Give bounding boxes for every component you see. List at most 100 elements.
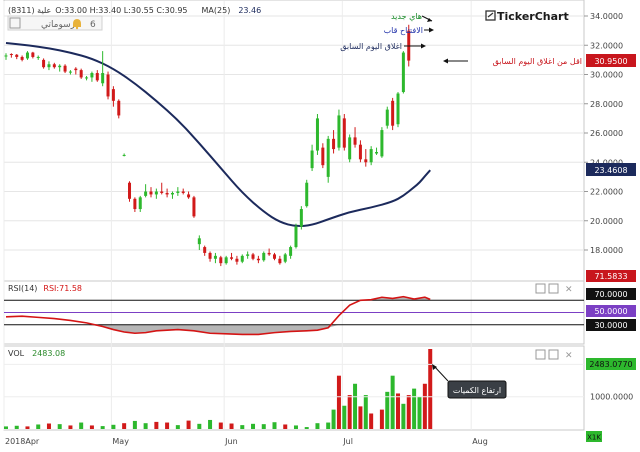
ma-price-badge: 23.4608 xyxy=(586,163,636,176)
volume-bar xyxy=(283,424,288,429)
candle xyxy=(52,62,56,69)
candle xyxy=(176,187,180,196)
candle xyxy=(36,55,40,60)
volume-bar xyxy=(304,427,309,429)
candle xyxy=(154,188,158,199)
vol-tick-label: 1000.0000 xyxy=(590,393,633,402)
candle xyxy=(256,255,260,264)
candle xyxy=(90,71,94,82)
candle xyxy=(117,99,121,119)
volume-bar xyxy=(57,424,62,429)
candle xyxy=(106,71,110,100)
candle xyxy=(278,255,282,265)
candle xyxy=(401,51,405,94)
candle xyxy=(321,143,325,169)
checkbox-icon xyxy=(9,17,21,29)
candle xyxy=(219,255,223,267)
candle xyxy=(9,53,13,58)
candle xyxy=(246,251,250,259)
time-tick-label: Aug xyxy=(472,437,488,446)
candle xyxy=(192,195,196,218)
volume-bar xyxy=(412,388,417,429)
candle xyxy=(63,64,67,74)
candle xyxy=(337,109,341,151)
candle xyxy=(85,75,89,81)
candle xyxy=(58,64,62,72)
drawings-button[interactable]: رسوماتي 6 xyxy=(7,15,103,31)
candle xyxy=(208,251,212,262)
rsi-mid-badge: 50.0000 xyxy=(586,305,636,317)
volume-bar xyxy=(175,425,180,429)
volume-bar xyxy=(208,419,213,429)
volume-bar xyxy=(272,422,277,429)
price-tick-label: 22.0000 xyxy=(590,188,623,197)
maximize-icon[interactable] xyxy=(548,349,559,360)
candle xyxy=(197,235,201,250)
volume-bar xyxy=(218,422,223,429)
annotation-prev-close: اغلاق اليوم السابق xyxy=(340,42,402,51)
volume-bar xyxy=(36,424,41,429)
annotation-new-high: هاي جديد xyxy=(391,12,422,21)
settings-icon[interactable] xyxy=(535,283,546,294)
brand-name: TickerChart xyxy=(497,10,569,23)
maximize-icon[interactable] xyxy=(548,283,559,294)
rsi-oversold-fill xyxy=(6,324,431,335)
svg-text:71.5833: 71.5833 xyxy=(594,272,627,281)
price-tick-label: 32.0000 xyxy=(590,41,623,50)
volume-bar xyxy=(261,424,266,429)
volume-bar xyxy=(396,393,401,429)
svg-text:30.0000: 30.0000 xyxy=(594,321,627,330)
candle xyxy=(203,245,207,256)
close-icon[interactable]: ✕ xyxy=(565,285,573,295)
candle xyxy=(68,70,72,75)
candle xyxy=(262,251,266,262)
candle xyxy=(342,113,346,151)
time-tick-label: Jul xyxy=(342,437,353,446)
candle xyxy=(369,146,373,166)
svg-text:50.0000: 50.0000 xyxy=(594,307,627,316)
volume-bar xyxy=(25,426,30,429)
rsi-upper-badge: 70.0000 xyxy=(586,288,636,300)
svg-text:70.0000: 70.0000 xyxy=(594,290,627,299)
settings-icon[interactable] xyxy=(535,349,546,360)
candle xyxy=(138,195,142,212)
price-panel[interactable] xyxy=(3,0,585,282)
candle xyxy=(332,130,336,154)
volume-bar xyxy=(428,349,433,429)
volume-bar xyxy=(326,422,331,429)
candle xyxy=(79,68,83,79)
candle xyxy=(358,140,362,163)
close-icon[interactable]: ✕ xyxy=(565,351,573,361)
time-tick-label: May xyxy=(112,437,129,446)
rsi-header: RSI(14) RSI:71.58 xyxy=(8,284,82,293)
volume-bar xyxy=(336,375,341,429)
candle xyxy=(224,255,228,265)
volume-bar xyxy=(122,423,127,429)
candle xyxy=(240,254,244,264)
scale-corner-button[interactable]: X1K xyxy=(586,431,602,442)
rsi-line xyxy=(5,295,431,336)
candle xyxy=(299,206,303,230)
drawings-label: رسوماتي xyxy=(41,20,75,30)
volume-bar xyxy=(293,425,298,429)
candle xyxy=(396,92,400,128)
rsi-panel-controls: ✕ xyxy=(535,283,573,295)
candle xyxy=(165,188,169,198)
volume-bar xyxy=(342,405,347,429)
volume-bar xyxy=(68,425,73,429)
candle xyxy=(230,252,234,261)
candle xyxy=(289,245,293,259)
volume-bar xyxy=(4,426,8,429)
volume-bar xyxy=(379,409,384,429)
candle xyxy=(251,252,255,261)
candle xyxy=(170,191,174,199)
candle xyxy=(267,248,271,256)
price-tick-label: 18.0000 xyxy=(590,246,623,255)
volume-bar xyxy=(422,383,427,429)
volume-bar xyxy=(165,422,170,429)
candle xyxy=(375,147,379,155)
svg-text:X1K: X1K xyxy=(587,434,601,442)
volume-bar xyxy=(331,409,336,429)
volume-bar xyxy=(406,395,411,429)
